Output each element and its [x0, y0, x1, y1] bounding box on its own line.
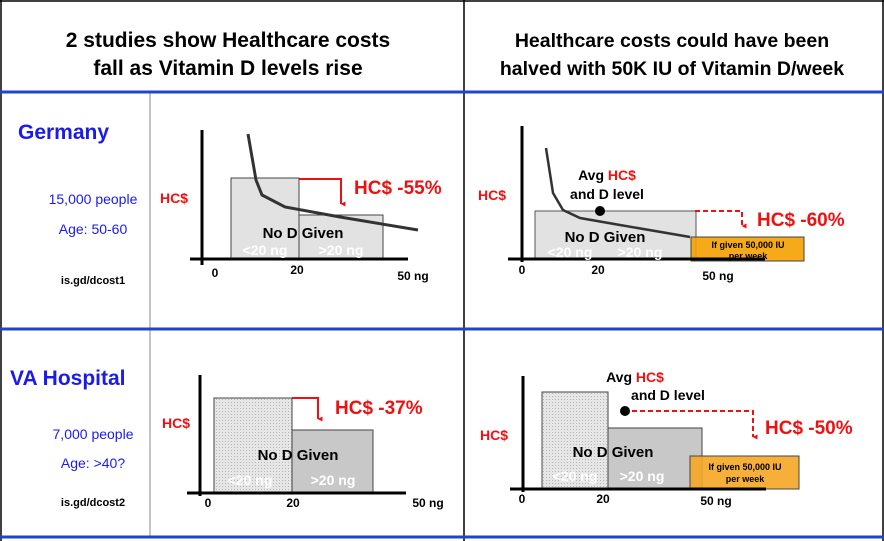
tick-0: 0 [205, 496, 212, 510]
given-label-line2: per week [729, 251, 769, 261]
tick-50: 50 ng [700, 494, 731, 508]
box-high-d [291, 429, 374, 494]
va-observed-diagram: HC$ -37% HC$ No D Given <20 ng >20 ng 0 … [162, 375, 444, 510]
change-label: HC$ -55% [354, 178, 442, 199]
box-given-d [690, 236, 805, 262]
avg-label-line1: Avg HC$ [578, 167, 636, 183]
tick-20: 20 [290, 263, 304, 277]
group-label: No D Given [263, 225, 344, 242]
box-given-d [689, 455, 800, 490]
low-label: <20 ng [548, 244, 593, 260]
group-label: No D Given [258, 447, 339, 464]
study-name-germany: Germany [18, 121, 109, 144]
header-right-line2: halved with 50K IU of Vitamin D/week [500, 58, 844, 80]
y-axis-label: HC$ [480, 427, 508, 443]
y-axis-label: HC$ [162, 415, 190, 431]
study-name-va-hospital: VA Hospital [10, 367, 126, 390]
header-left-line2: fall as Vitamin D levels rise [93, 57, 362, 80]
low-label: <20 ng [553, 468, 598, 484]
tick-50: 50 ng [412, 496, 443, 510]
study-link[interactable]: is.gd/dcost2 [61, 497, 125, 509]
study-age: Age: >40? [61, 455, 125, 471]
reduction-arrow [299, 178, 346, 207]
tick-0: 0 [519, 492, 526, 506]
tick-20: 20 [591, 263, 605, 277]
low-label: <20 ng [228, 472, 273, 488]
change-label: HC$ -50% [765, 418, 853, 439]
study-people: 15,000 people [49, 191, 138, 207]
low-label: <20 ng [243, 242, 288, 258]
cost-curve [246, 133, 419, 232]
group-label: No D Given [573, 444, 654, 461]
high-label: >20 ng [620, 468, 665, 484]
tick-20: 20 [596, 492, 610, 506]
given-label-line1: If given 50,000 IU [711, 240, 784, 250]
avg-label-line2: and D level [570, 186, 644, 202]
tick-0: 0 [519, 263, 526, 277]
group-label: No D Given [565, 229, 646, 246]
va-potential-diagram: HC$ -50% HC$ Avg HC$ and D level No D Gi… [480, 369, 853, 508]
cost-curve [544, 147, 691, 239]
tick-50: 50 ng [702, 269, 733, 283]
header-left-line1: 2 studies show Healthcare costs [66, 29, 390, 52]
tick-20: 20 [286, 496, 300, 510]
germany-observed-diagram: HC$ -55% HC$ No D Given <20 ng >20 ng 0 … [160, 130, 442, 283]
given-label-line1: If given 50,000 IU [708, 462, 781, 472]
average-point [595, 206, 605, 216]
reduction-arrow [695, 210, 747, 229]
germany-potential-diagram: HC$ -60% HC$ Avg HC$ and D level No D Gi… [478, 126, 845, 283]
box-no-d [534, 210, 697, 261]
header-right-line1: Healthcare costs could have been [515, 30, 829, 52]
high-label: >20 ng [618, 244, 663, 260]
y-axis-label: HC$ [478, 187, 506, 203]
study-age: Age: 50-60 [59, 221, 128, 237]
tick-0: 0 [212, 266, 219, 280]
tick-50: 50 ng [397, 269, 428, 283]
change-label: HC$ -60% [757, 210, 845, 231]
change-label: HC$ -37% [335, 398, 423, 419]
avg-label-line2: and D level [631, 387, 705, 403]
study-link[interactable]: is.gd/dcost1 [61, 275, 125, 287]
average-point [620, 406, 630, 416]
high-label: >20 ng [319, 242, 364, 258]
high-label: >20 ng [311, 472, 356, 488]
avg-label-line1: Avg HC$ [606, 369, 664, 385]
study-people: 7,000 people [53, 426, 134, 442]
reduction-arrow [632, 410, 758, 440]
box-low-d [541, 391, 609, 490]
box-low-d [230, 177, 300, 260]
box-high-d [607, 427, 703, 490]
y-axis-label: HC$ [160, 190, 188, 206]
reduction-arrow [292, 397, 323, 422]
given-label-line2: per week [726, 474, 766, 484]
